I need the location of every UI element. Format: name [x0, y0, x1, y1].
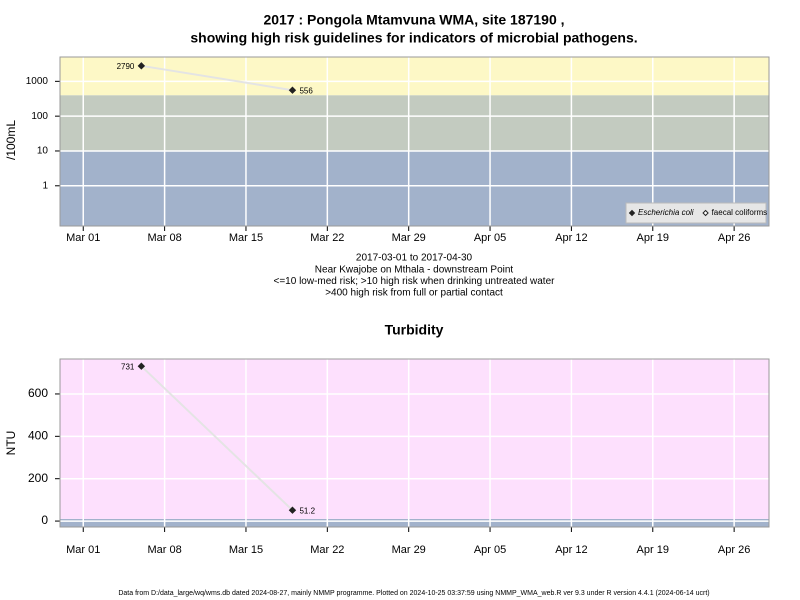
chart-title: showing high risk guidelines for indicat… — [190, 30, 637, 46]
risk-band — [60, 95, 769, 151]
y-axis-label: NTU — [4, 431, 18, 456]
x-tick-label: Apr 19 — [637, 544, 669, 556]
data-label: 556 — [299, 86, 313, 95]
note: Near Kwajobe on Mthala - downstream Poin… — [315, 264, 514, 275]
chart-title: Turbidity — [385, 322, 444, 338]
legend-box — [625, 202, 767, 224]
x-tick-label: Apr 05 — [474, 544, 506, 556]
note: >400 high risk from full or partial cont… — [325, 288, 503, 299]
chart-title: 2017 : Pongola Mtamvuna WMA, site 187190… — [263, 12, 564, 28]
risk-band — [60, 57, 769, 96]
note: <=10 low-med risk; >10 high risk when dr… — [274, 276, 556, 287]
x-tick-label: Mar 22 — [310, 232, 344, 244]
x-tick-label: Mar 29 — [392, 544, 426, 556]
legend-marker — [628, 209, 636, 217]
plot-frame — [59, 358, 770, 528]
legend-marker — [702, 209, 709, 217]
x-tick-label: Apr 12 — [555, 544, 587, 556]
note: 2017-03-01 to 2017-04-30 — [356, 253, 473, 264]
x-tick-label: Mar 01 — [66, 232, 100, 244]
x-tick-label: Apr 12 — [555, 232, 587, 244]
legend-label: Escherichia coli — [638, 208, 694, 217]
x-tick-label: Mar 29 — [392, 232, 426, 244]
x-tick-label: Mar 15 — [229, 544, 263, 556]
x-tick-label: Apr 19 — [637, 232, 669, 244]
x-tick-label: Apr 26 — [718, 544, 750, 556]
y-axis-label: /100mL — [4, 120, 18, 160]
data-point — [137, 362, 146, 370]
data-point — [137, 62, 146, 70]
y-tick-label: 400 — [28, 428, 48, 442]
risk-band — [60, 518, 769, 527]
y-tick-label: 600 — [28, 386, 48, 400]
data-label: 2790 — [117, 62, 135, 71]
data-line — [140, 365, 294, 511]
data-label: 731 — [121, 362, 135, 371]
y-tick-label: 0 — [41, 513, 48, 527]
data-point — [288, 86, 297, 94]
risk-band — [60, 359, 769, 519]
x-tick-label: Apr 05 — [474, 232, 506, 244]
y-tick-label: 10 — [37, 146, 49, 157]
x-tick-label: Mar 22 — [310, 544, 344, 556]
y-tick-label: 100 — [31, 111, 48, 122]
y-tick-label: 1000 — [26, 76, 49, 87]
x-tick-label: Mar 08 — [147, 232, 181, 244]
x-tick-label: Mar 15 — [229, 232, 263, 244]
x-tick-label: Mar 01 — [66, 544, 100, 556]
footer: Data from D:/data_large/wq/wms.db dated … — [118, 590, 709, 597]
y-tick-label: 200 — [28, 471, 48, 485]
plot-frame — [59, 56, 770, 227]
data-label: 51.2 — [299, 506, 315, 515]
y-tick-label: 1 — [42, 180, 48, 191]
legend-label: faecal coliforms — [712, 208, 768, 217]
data-line — [141, 64, 293, 92]
x-tick-label: Apr 26 — [718, 232, 750, 244]
x-tick-label: Mar 08 — [147, 544, 181, 556]
data-point — [288, 506, 297, 514]
